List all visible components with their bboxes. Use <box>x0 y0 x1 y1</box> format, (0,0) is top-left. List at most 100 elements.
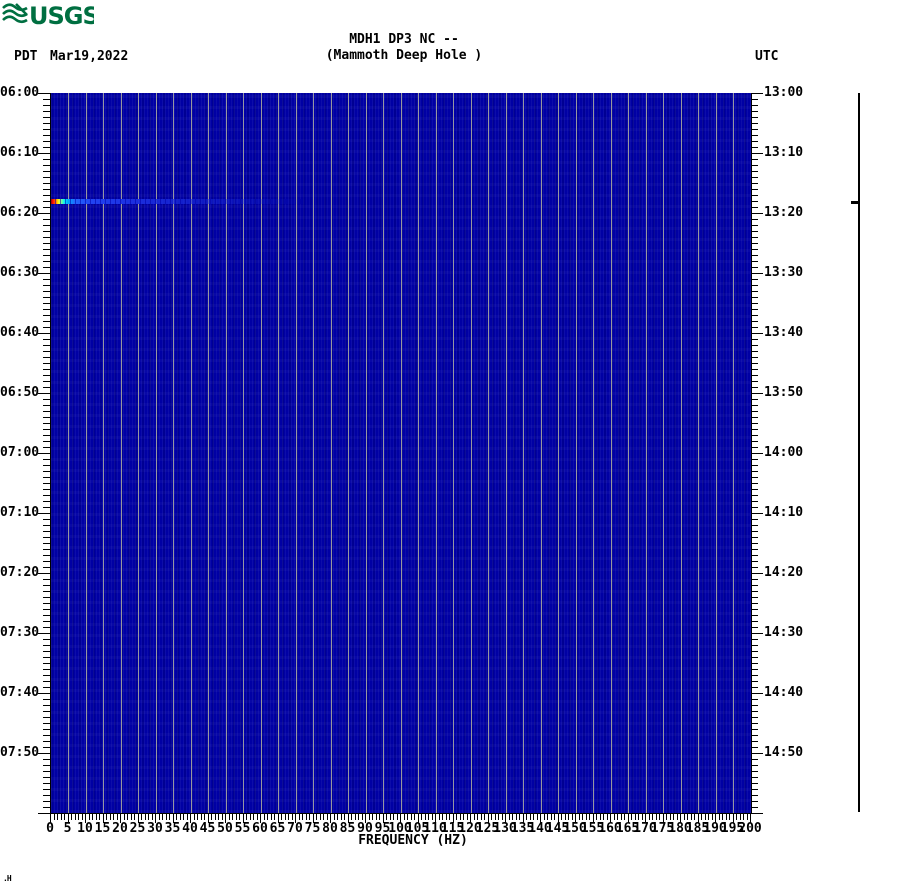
left-minor-tick <box>43 207 50 208</box>
x-major-tick <box>750 814 751 823</box>
left-minor-tick <box>43 363 50 364</box>
right-minor-tick <box>751 729 758 730</box>
left-major-tick <box>38 393 50 394</box>
gridline-65hz <box>278 93 279 813</box>
x-axis-label: 45 <box>199 821 216 836</box>
right-minor-tick <box>751 609 758 610</box>
left-minor-tick <box>43 165 50 166</box>
x-minor-tick <box>134 814 135 820</box>
x-minor-tick <box>585 814 587 820</box>
x-axis-label: 110 <box>423 821 447 836</box>
x-minor-tick <box>81 814 83 820</box>
left-major-tick <box>38 153 50 154</box>
usgs-logo-text: USGS <box>29 2 94 28</box>
left-major-tick <box>38 453 50 454</box>
left-minor-tick <box>43 471 50 472</box>
left-minor-tick <box>43 147 50 148</box>
left-minor-tick <box>43 609 50 610</box>
left-minor-tick <box>43 243 50 244</box>
left-minor-tick <box>43 615 50 616</box>
left-minor-tick <box>43 237 50 238</box>
x-minor-tick <box>99 814 100 820</box>
left-major-tick <box>38 693 50 694</box>
right-minor-tick <box>751 507 758 508</box>
x-minor-tick <box>319 814 321 820</box>
right-minor-tick <box>751 747 758 748</box>
right-major-tick <box>751 633 763 634</box>
gridline-175hz <box>663 93 664 813</box>
x-axis-label: 70 <box>287 821 303 836</box>
x-major-tick <box>697 814 699 823</box>
left-axis-label: 06:10 <box>0 145 40 160</box>
gridline-35hz <box>173 93 174 813</box>
right-minor-tick <box>751 279 758 280</box>
x-axis-label: 15 <box>94 821 111 836</box>
gridline-40hz <box>190 93 192 813</box>
left-minor-tick <box>43 501 50 502</box>
right-minor-tick <box>751 297 758 298</box>
x-major-tick <box>67 814 69 823</box>
right-minor-tick <box>751 261 758 262</box>
left-minor-tick <box>43 375 50 376</box>
right-axis-label: 13:20 <box>764 205 804 220</box>
right-minor-tick <box>751 501 758 502</box>
left-minor-tick <box>43 105 50 106</box>
left-minor-tick <box>43 459 50 460</box>
x-minor-tick <box>316 814 317 820</box>
left-minor-tick <box>43 315 50 316</box>
left-axis-label: 07:10 <box>0 505 40 520</box>
right-minor-tick <box>751 225 758 226</box>
right-minor-tick <box>751 681 758 682</box>
left-axis-label: 06:20 <box>0 205 40 220</box>
x-minor-tick <box>78 814 79 820</box>
right-minor-tick <box>751 291 758 292</box>
x-minor-tick <box>333 814 335 820</box>
gridline-155hz <box>593 93 594 813</box>
right-minor-tick <box>751 783 758 784</box>
x-major-tick <box>487 814 489 823</box>
x-axis-label: 130 <box>493 821 517 836</box>
left-minor-tick <box>43 561 50 562</box>
x-minor-tick <box>396 814 398 820</box>
x-major-tick <box>645 814 646 823</box>
left-minor-tick <box>43 585 50 586</box>
x-major-tick <box>207 814 209 823</box>
x-minor-tick <box>386 814 387 820</box>
x-major-tick <box>312 814 314 823</box>
x-minor-tick <box>655 814 657 820</box>
right-minor-tick <box>751 777 758 778</box>
gridline-140hz <box>540 93 542 813</box>
x-axis-label: 85 <box>339 821 356 836</box>
x-axis-title: FREQUENCY (HZ) <box>358 833 468 848</box>
left-minor-tick <box>43 669 50 670</box>
left-minor-tick <box>43 159 50 160</box>
left-minor-tick <box>43 141 50 142</box>
x-minor-tick <box>267 814 268 820</box>
left-minor-tick <box>43 777 50 778</box>
right-minor-tick <box>751 123 758 124</box>
x-minor-tick <box>403 814 405 820</box>
gridline-15hz <box>103 93 104 813</box>
left-major-tick <box>38 513 50 514</box>
left-major-tick <box>38 573 50 574</box>
left-major-tick <box>38 813 50 814</box>
x-minor-tick <box>106 814 107 820</box>
left-minor-tick <box>43 789 50 790</box>
x-minor-tick <box>746 814 748 820</box>
x-major-tick <box>382 814 384 823</box>
right-minor-tick <box>751 717 758 718</box>
x-minor-tick <box>599 814 601 820</box>
x-minor-tick <box>634 814 636 820</box>
x-minor-tick <box>60 814 62 820</box>
left-axis-label: 07:50 <box>0 745 40 760</box>
x-minor-tick <box>298 814 300 820</box>
right-minor-tick <box>751 111 758 112</box>
right-minor-tick <box>751 399 758 400</box>
x-minor-tick <box>711 814 713 820</box>
x-minor-tick <box>718 814 720 820</box>
x-minor-tick <box>281 814 282 820</box>
x-major-tick <box>172 814 174 823</box>
x-minor-tick <box>722 814 723 820</box>
left-major-tick <box>38 93 50 94</box>
x-minor-tick <box>372 814 373 820</box>
